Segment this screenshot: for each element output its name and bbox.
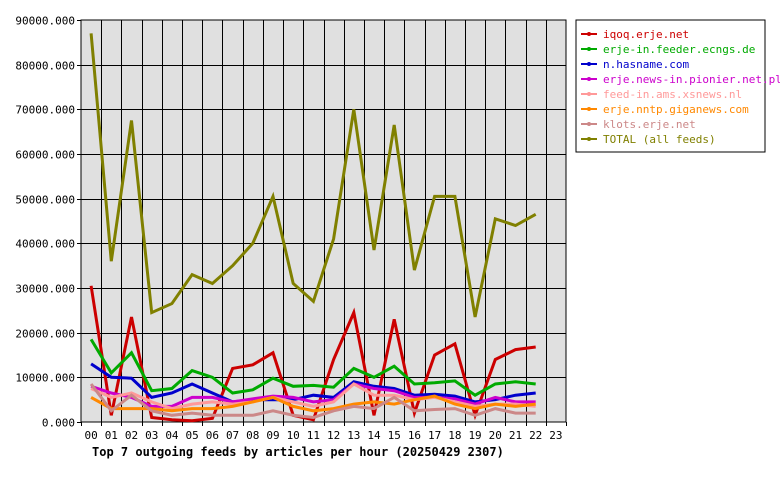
series-line-2	[89, 338, 536, 397]
y-tick-label: 50000.000	[15, 194, 75, 207]
x-tick-label: 17	[428, 429, 441, 442]
series-line-7	[89, 383, 536, 420]
x-tick-label: 04	[165, 429, 179, 442]
x-tick-label: 23	[549, 429, 562, 442]
x-tick-label: 02	[125, 429, 138, 442]
y-tick-label: 80000.000	[15, 60, 75, 73]
x-tick-label: 18	[448, 429, 461, 442]
x-tick-label: 07	[226, 429, 239, 442]
series-line-3	[90, 362, 536, 404]
y-tick-label: 70000.000	[15, 104, 75, 117]
legend-box	[575, 19, 766, 153]
x-tick-label: 10	[287, 429, 300, 442]
x-tick-label: 08	[246, 429, 259, 442]
legend-marker	[587, 47, 591, 51]
series-line-8	[89, 33, 537, 318]
x-tick-label: 16	[408, 429, 421, 442]
legend-marker	[587, 122, 591, 126]
legend-label: klots.erje.net	[603, 118, 696, 131]
x-tick-label: 12	[327, 429, 340, 442]
series-line-5	[90, 382, 536, 411]
legend-marker	[587, 77, 591, 81]
y-tick-label: 60000.000	[15, 149, 75, 162]
series-line-1	[89, 285, 536, 423]
x-tick-label: 15	[388, 429, 401, 442]
x-tick-label: 06	[206, 429, 219, 442]
grid	[81, 20, 566, 422]
y-tick-label: 0.000	[42, 417, 75, 430]
y-tick-label: 30000.000	[15, 283, 75, 296]
x-axis-ticks: 00 01 02 03 04 05 06 07 08 09 10 11 12 13 14 15 16 17 18 19…	[81, 422, 567, 442]
x-tick-label: 20	[489, 429, 502, 442]
series-lines	[89, 33, 537, 423]
x-tick-label: 22	[529, 429, 542, 442]
legend-marker	[587, 92, 591, 96]
x-tick-label: 11	[307, 429, 320, 442]
x-tick-label: 14	[367, 429, 381, 442]
x-tick-label: 09	[266, 429, 279, 442]
chart-title: Top 7 outgoing feeds by articles per hou…	[92, 445, 504, 459]
y-tick-label: 90000.000	[15, 15, 75, 28]
x-tick-label: 13	[347, 429, 360, 442]
x-tick-label: 00	[84, 429, 97, 442]
x-tick-label: 21	[509, 429, 522, 442]
legend-label: erje.nntp.giganews.com	[603, 103, 749, 116]
legend-marker	[587, 107, 591, 111]
legend-label: erje-in.feeder.ecngs.de	[603, 43, 755, 56]
legend-marker	[587, 137, 591, 141]
legend-marker	[587, 62, 591, 66]
x-tick-label: 19	[468, 429, 481, 442]
x-tick-label: 01	[105, 429, 118, 442]
legend-marker	[587, 32, 591, 36]
y-tick-label: 20000.000	[15, 328, 75, 341]
y-axis-ticks: 0.000 10000.000 20000.000 30000.000 40000.00…	[15, 15, 81, 430]
x-tick-label: 05	[186, 429, 199, 442]
legend: iqoq.erje.net erje-in.feeder.ecngs.de n.ha…	[575, 19, 780, 153]
series-line-6	[90, 394, 536, 413]
y-tick-label: 40000.000	[15, 238, 75, 251]
legend-label: iqoq.erje.net	[603, 28, 689, 41]
legend-label: erje.news-in.pionier.net.pl	[603, 73, 780, 86]
y-tick-label: 10000.000	[15, 372, 75, 385]
legend-label: feed-in.ams.xsnews.nl	[603, 88, 742, 101]
legend-label: TOTAL (all feeds)	[603, 133, 716, 146]
x-tick-label: 03	[145, 429, 158, 442]
legend-label: n.hasname.com	[603, 58, 689, 71]
